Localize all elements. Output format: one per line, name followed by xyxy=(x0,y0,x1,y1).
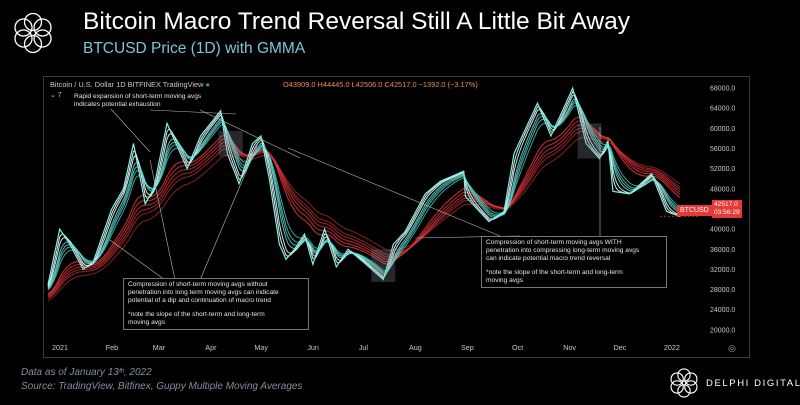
x-tick-label: Dec xyxy=(614,343,627,352)
annotation-pointer xyxy=(149,109,237,115)
y-tick-label: 60000.0 xyxy=(710,126,735,133)
x-tick-label: Mar xyxy=(153,343,166,352)
x-tick-label: Jun xyxy=(307,343,319,352)
x-tick-label: Nov xyxy=(563,343,576,352)
y-tick-label: 24000.0 xyxy=(710,307,735,314)
note-line: moving avgs xyxy=(486,277,524,284)
x-tick-label: Aug xyxy=(409,343,422,352)
note-line: can indicate potential macro trend rever… xyxy=(486,255,611,262)
y-tick-label: 36000.0 xyxy=(710,247,735,254)
bar-countdown: 03:56:29 xyxy=(714,209,740,216)
x-tick-label: Apr xyxy=(205,343,217,352)
y-tick-label: 28000.0 xyxy=(710,287,735,294)
highlight-zone xyxy=(371,249,396,283)
x-tick-label: Feb xyxy=(106,343,118,352)
annotation-pointer xyxy=(109,107,151,153)
note-line: *note the slope of the short-term and lo… xyxy=(128,311,265,318)
indicator-toggle[interactable]: ⌄ 7 xyxy=(50,92,62,99)
y-tick-label: 68000.0 xyxy=(710,86,735,93)
y-tick-label: 48000.0 xyxy=(710,186,735,193)
y-tick-label: 52000.0 xyxy=(710,166,735,173)
price-symbol-tag: BTCUSD xyxy=(677,205,712,216)
note-reversal: Compression of short-term moving avgs WI… xyxy=(481,236,667,288)
page-subtitle: BTCUSD Price (1D) with GMMA xyxy=(83,40,306,57)
long-ma-line xyxy=(47,130,681,299)
chart-settings-icon[interactable]: ◎ xyxy=(728,343,736,353)
note-line: Rapid expansion of short-term moving avg… xyxy=(74,93,202,100)
source-note: Source: TradingView, Bitfinex, Guppy Mul… xyxy=(21,381,303,392)
long-ma-line xyxy=(47,137,681,301)
x-tick-label: May xyxy=(254,343,268,352)
note-line: potential of a dip and continuation of m… xyxy=(128,297,271,304)
y-tick-label: 56000.0 xyxy=(710,146,735,153)
note-continuation: Compression of short-term moving avgs wi… xyxy=(123,278,309,330)
live-dot-icon: ● xyxy=(205,80,211,89)
symbol-header: Bitcoin / U.S. Dollar 1D BITFINEX Tradin… xyxy=(50,80,210,89)
page-title: Bitcoin Macro Trend Reversal Still A Lit… xyxy=(83,8,630,35)
highlight-zone xyxy=(577,123,602,159)
note-exhaustion: Rapid expansion of short-term moving avg… xyxy=(71,93,251,109)
y-tick-label: 32000.0 xyxy=(710,267,735,274)
y-tick-label: 40000.0 xyxy=(710,227,735,234)
note-line: indicates potential exhaustion xyxy=(74,101,161,108)
annotation-pointer xyxy=(149,159,176,281)
note-line: penetration into long term moving avgs c… xyxy=(128,289,279,296)
price-line xyxy=(47,86,681,285)
ohlc-readout: O43909.0 H44445.0 L42506.0 C42517.0 −139… xyxy=(283,80,478,89)
note-line: Compression of short-term moving avgs WI… xyxy=(486,239,622,246)
note-line: moving avgs xyxy=(128,319,166,326)
y-tick-label: 20000.0 xyxy=(710,327,735,334)
last-price: 42517.0 xyxy=(714,201,738,208)
y-tick-label: 64000.0 xyxy=(710,106,735,113)
annotation-pointer xyxy=(287,147,501,237)
annotation-pointer xyxy=(199,145,258,281)
note-line: penetration into compressing long-term m… xyxy=(486,247,640,254)
annotation-pointer xyxy=(109,239,166,281)
x-tick-label: Oct xyxy=(512,343,523,352)
data-date-note: Data as of January 13ᵗʰ, 2022 xyxy=(21,367,152,378)
last-price-tag: 42517.0 03:56:29 xyxy=(712,200,742,218)
x-tick-label: Jul xyxy=(359,343,369,352)
symbol-line: Bitcoin / U.S. Dollar 1D BITFINEX Tradin… xyxy=(50,80,204,89)
note-line: Compression of short-term moving avgs wi… xyxy=(128,281,268,288)
brand-logo xyxy=(670,368,698,398)
x-tick-label: 2021 xyxy=(52,343,68,352)
brand-name: DELPHI DIGITAL xyxy=(706,378,800,389)
long-ma-line xyxy=(47,116,681,295)
note-line: *note the slope of the short-term and lo… xyxy=(486,269,623,276)
long-ma-line xyxy=(47,120,681,296)
header-logo xyxy=(14,12,52,54)
long-ma-line xyxy=(47,124,681,297)
highlight-zone xyxy=(218,130,243,157)
x-tick-label: Sep xyxy=(461,343,474,352)
annotation-pointer xyxy=(199,109,301,159)
long-ma-line xyxy=(47,127,681,298)
x-tick-label: 2022 xyxy=(664,343,680,352)
